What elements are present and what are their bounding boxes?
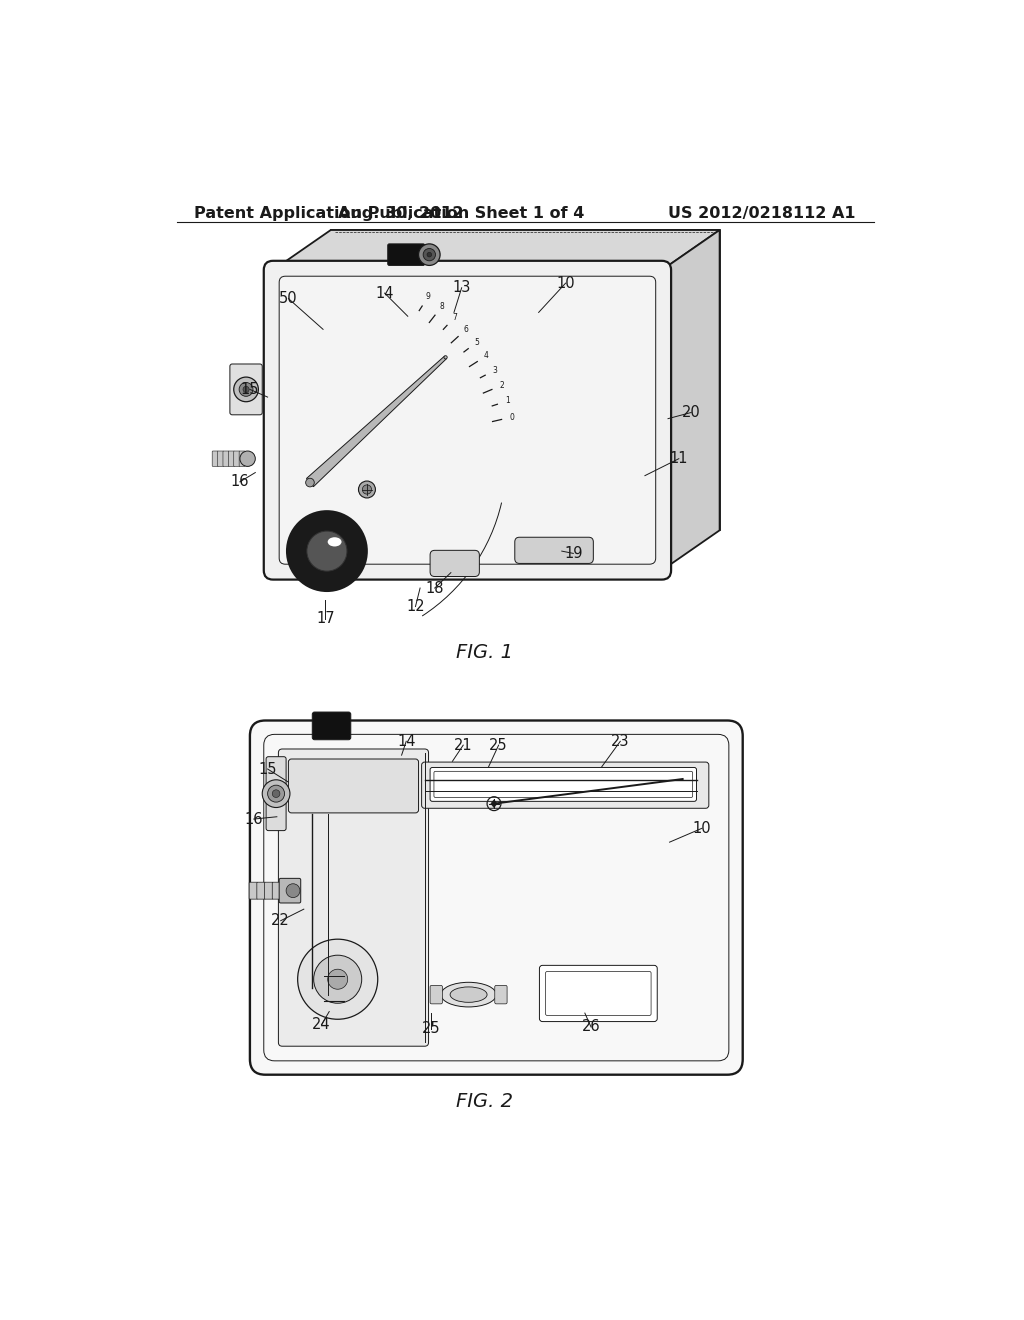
Ellipse shape bbox=[451, 987, 487, 1002]
Text: 7: 7 bbox=[452, 313, 457, 322]
Polygon shape bbox=[662, 230, 720, 570]
FancyBboxPatch shape bbox=[230, 364, 262, 414]
FancyBboxPatch shape bbox=[430, 550, 479, 577]
Circle shape bbox=[272, 789, 280, 797]
Text: 10: 10 bbox=[692, 821, 712, 836]
Circle shape bbox=[240, 383, 253, 396]
Polygon shape bbox=[490, 800, 497, 808]
Circle shape bbox=[240, 451, 255, 466]
Circle shape bbox=[358, 480, 376, 498]
Text: 11: 11 bbox=[670, 451, 688, 466]
FancyBboxPatch shape bbox=[280, 878, 301, 903]
Ellipse shape bbox=[441, 982, 497, 1007]
FancyBboxPatch shape bbox=[540, 965, 657, 1022]
FancyBboxPatch shape bbox=[264, 882, 273, 899]
Text: 8: 8 bbox=[439, 302, 444, 312]
Text: FIG. 1: FIG. 1 bbox=[457, 644, 513, 663]
FancyBboxPatch shape bbox=[272, 882, 281, 899]
Text: 6: 6 bbox=[464, 325, 469, 334]
Text: 18: 18 bbox=[425, 581, 444, 595]
Text: 14: 14 bbox=[376, 285, 394, 301]
Ellipse shape bbox=[328, 537, 342, 546]
Text: 3: 3 bbox=[493, 366, 498, 375]
FancyBboxPatch shape bbox=[515, 537, 593, 564]
FancyBboxPatch shape bbox=[289, 759, 419, 813]
Polygon shape bbox=[273, 230, 720, 271]
Text: 25: 25 bbox=[489, 738, 508, 752]
Text: 15: 15 bbox=[258, 762, 276, 776]
Text: 5: 5 bbox=[474, 338, 479, 347]
Text: 19: 19 bbox=[564, 546, 583, 561]
Text: 9: 9 bbox=[426, 293, 430, 301]
Text: 21: 21 bbox=[454, 738, 472, 752]
FancyBboxPatch shape bbox=[279, 748, 429, 1047]
FancyBboxPatch shape bbox=[250, 721, 742, 1074]
Text: 1: 1 bbox=[505, 396, 510, 405]
Text: 20: 20 bbox=[682, 405, 700, 420]
FancyBboxPatch shape bbox=[228, 451, 234, 466]
Text: 13: 13 bbox=[453, 280, 471, 296]
Text: 22: 22 bbox=[271, 913, 290, 928]
Text: 16: 16 bbox=[245, 812, 263, 826]
FancyBboxPatch shape bbox=[240, 451, 246, 466]
Text: 24: 24 bbox=[312, 1018, 331, 1032]
FancyBboxPatch shape bbox=[312, 711, 351, 739]
Circle shape bbox=[298, 940, 378, 1019]
Circle shape bbox=[305, 478, 314, 487]
FancyBboxPatch shape bbox=[264, 261, 671, 579]
Circle shape bbox=[287, 511, 367, 591]
Text: 4: 4 bbox=[484, 351, 488, 360]
Circle shape bbox=[362, 484, 372, 494]
Text: 23: 23 bbox=[611, 734, 630, 748]
Text: FIG. 2: FIG. 2 bbox=[457, 1092, 513, 1110]
FancyBboxPatch shape bbox=[430, 985, 442, 1003]
Text: Aug. 30, 2012  Sheet 1 of 4: Aug. 30, 2012 Sheet 1 of 4 bbox=[339, 206, 585, 222]
Circle shape bbox=[243, 387, 249, 392]
FancyBboxPatch shape bbox=[212, 451, 218, 466]
Circle shape bbox=[444, 355, 447, 359]
FancyBboxPatch shape bbox=[388, 244, 425, 265]
FancyBboxPatch shape bbox=[266, 756, 286, 830]
Text: 17: 17 bbox=[316, 611, 335, 627]
Circle shape bbox=[427, 252, 432, 257]
Text: 16: 16 bbox=[230, 474, 249, 490]
FancyBboxPatch shape bbox=[422, 762, 709, 808]
FancyBboxPatch shape bbox=[257, 882, 265, 899]
Text: 14: 14 bbox=[397, 734, 416, 748]
Text: 10: 10 bbox=[556, 276, 574, 290]
Text: 25: 25 bbox=[422, 1020, 440, 1036]
Text: 0: 0 bbox=[510, 413, 514, 421]
Polygon shape bbox=[331, 230, 720, 531]
Circle shape bbox=[307, 531, 347, 572]
Text: 50: 50 bbox=[280, 290, 298, 306]
FancyBboxPatch shape bbox=[233, 451, 240, 466]
FancyBboxPatch shape bbox=[223, 451, 229, 466]
Text: 12: 12 bbox=[407, 599, 425, 614]
Polygon shape bbox=[306, 356, 446, 487]
FancyBboxPatch shape bbox=[249, 882, 258, 899]
Text: 26: 26 bbox=[582, 1019, 600, 1035]
Text: Patent Application Publication: Patent Application Publication bbox=[194, 206, 469, 222]
Circle shape bbox=[313, 956, 361, 1003]
Text: 15: 15 bbox=[241, 381, 259, 397]
FancyBboxPatch shape bbox=[280, 276, 655, 564]
Circle shape bbox=[423, 248, 435, 261]
Circle shape bbox=[262, 780, 290, 808]
Text: US 2012/0218112 A1: US 2012/0218112 A1 bbox=[669, 206, 856, 222]
FancyBboxPatch shape bbox=[217, 451, 223, 466]
Circle shape bbox=[286, 884, 300, 898]
Circle shape bbox=[419, 244, 440, 265]
FancyBboxPatch shape bbox=[430, 767, 696, 801]
Circle shape bbox=[267, 785, 285, 803]
Circle shape bbox=[328, 969, 348, 989]
FancyBboxPatch shape bbox=[495, 985, 507, 1003]
Circle shape bbox=[233, 378, 258, 401]
Text: 2: 2 bbox=[500, 380, 504, 389]
